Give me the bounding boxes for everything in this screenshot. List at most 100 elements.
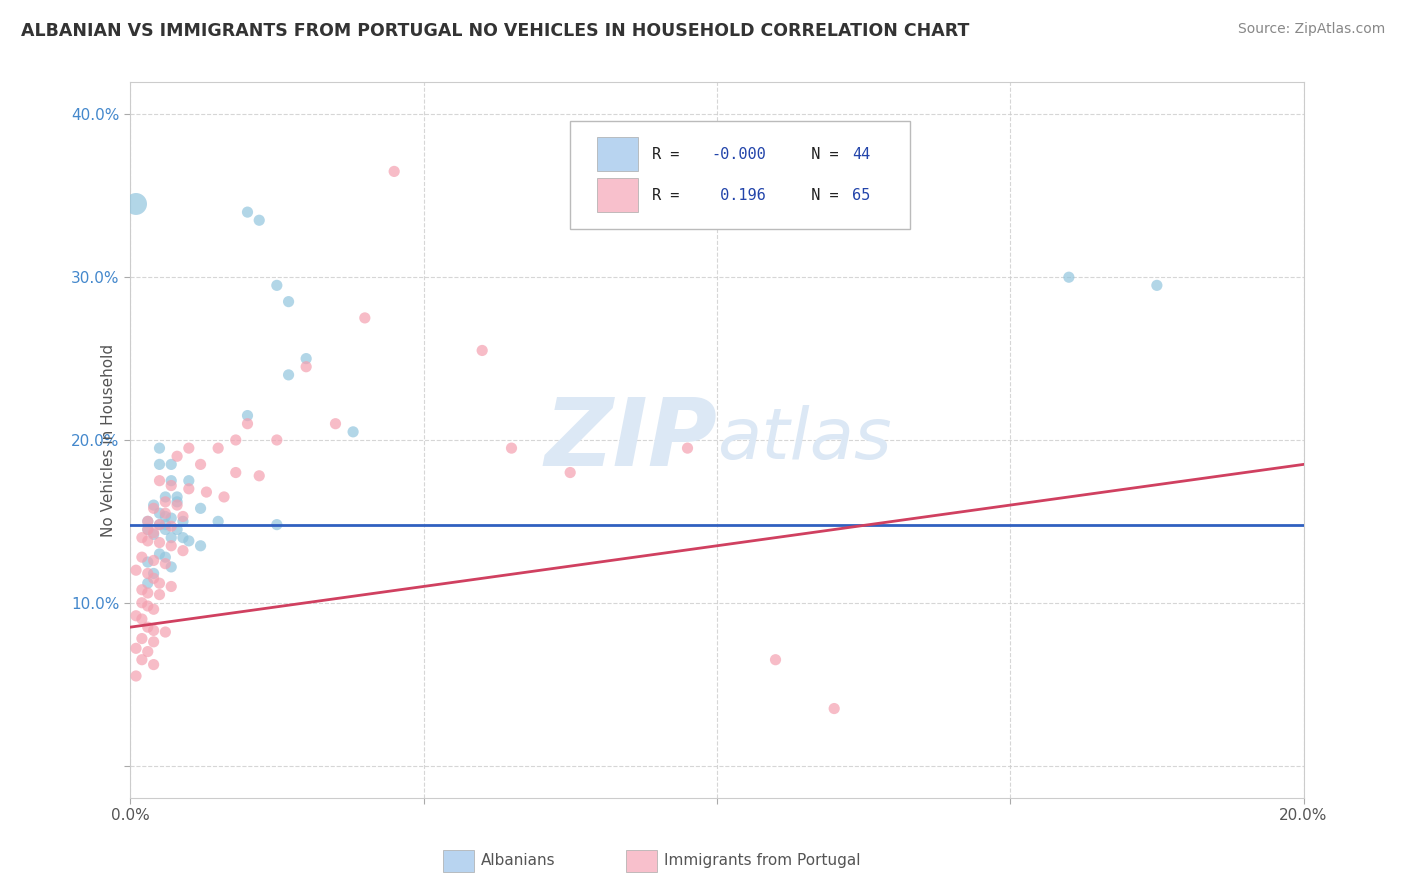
- Point: [382, 164, 405, 178]
- Point: [136, 576, 159, 591]
- Point: [155, 625, 177, 640]
- Point: [342, 425, 364, 439]
- Point: [160, 474, 183, 488]
- Point: [148, 588, 170, 602]
- Point: [207, 514, 229, 528]
- Point: [155, 495, 177, 509]
- Point: [160, 458, 183, 472]
- Point: [136, 533, 159, 548]
- Point: [148, 576, 170, 591]
- Point: [131, 653, 153, 667]
- Point: [142, 566, 165, 581]
- Text: Source: ZipAtlas.com: Source: ZipAtlas.com: [1237, 22, 1385, 37]
- Point: [125, 197, 148, 211]
- Point: [155, 490, 177, 504]
- Point: [560, 466, 582, 480]
- Point: [172, 509, 194, 524]
- Text: N =: N =: [793, 146, 848, 161]
- Point: [142, 498, 165, 512]
- Point: [177, 482, 200, 496]
- Point: [172, 514, 194, 528]
- Point: [160, 560, 183, 574]
- Point: [1146, 278, 1168, 293]
- Point: [142, 635, 165, 649]
- Point: [142, 657, 165, 672]
- Point: [177, 441, 200, 455]
- Text: N =: N =: [793, 187, 848, 202]
- Text: R =: R =: [652, 187, 689, 202]
- Point: [160, 531, 183, 545]
- Point: [266, 433, 288, 447]
- Point: [148, 458, 170, 472]
- Point: [142, 501, 165, 516]
- Point: [136, 555, 159, 569]
- Point: [131, 582, 153, 597]
- Text: ALBANIAN VS IMMIGRANTS FROM PORTUGAL NO VEHICLES IN HOUSEHOLD CORRELATION CHART: ALBANIAN VS IMMIGRANTS FROM PORTUGAL NO …: [21, 22, 970, 40]
- Point: [136, 523, 159, 537]
- Point: [247, 213, 270, 227]
- Text: ZIP: ZIP: [544, 394, 717, 486]
- Point: [295, 359, 318, 374]
- Point: [148, 517, 170, 532]
- Point: [1057, 270, 1080, 285]
- Point: [266, 278, 288, 293]
- FancyBboxPatch shape: [598, 137, 638, 171]
- Text: 44: 44: [852, 146, 870, 161]
- FancyBboxPatch shape: [571, 121, 911, 228]
- Point: [136, 514, 159, 528]
- Point: [125, 608, 148, 623]
- Point: [190, 458, 212, 472]
- Point: [155, 506, 177, 520]
- Point: [676, 441, 699, 455]
- Point: [190, 539, 212, 553]
- Point: [155, 517, 177, 532]
- Point: [136, 514, 159, 528]
- Point: [277, 368, 299, 382]
- Point: [142, 602, 165, 616]
- Text: atlas: atlas: [717, 406, 891, 475]
- Point: [155, 509, 177, 524]
- Point: [166, 498, 188, 512]
- Point: [148, 517, 170, 532]
- FancyBboxPatch shape: [598, 178, 638, 212]
- Point: [148, 474, 170, 488]
- Point: [136, 620, 159, 634]
- Point: [148, 535, 170, 549]
- Point: [142, 525, 165, 540]
- Point: [225, 466, 247, 480]
- Point: [247, 468, 270, 483]
- Point: [295, 351, 318, 366]
- Point: [177, 474, 200, 488]
- Point: [160, 478, 183, 492]
- Y-axis label: No Vehicles in Household: No Vehicles in Household: [101, 343, 117, 537]
- Point: [172, 543, 194, 558]
- Text: R =: R =: [652, 146, 689, 161]
- Point: [266, 517, 288, 532]
- Point: [236, 417, 259, 431]
- Point: [166, 450, 188, 464]
- Point: [136, 599, 159, 613]
- Point: [136, 523, 159, 537]
- Point: [172, 531, 194, 545]
- Text: 0.196: 0.196: [711, 187, 766, 202]
- Point: [471, 343, 494, 358]
- Point: [190, 501, 212, 516]
- Text: 65: 65: [852, 187, 870, 202]
- Point: [166, 490, 188, 504]
- Point: [353, 310, 375, 325]
- Point: [155, 550, 177, 565]
- Point: [160, 519, 183, 533]
- Text: Albanians: Albanians: [481, 854, 555, 868]
- Point: [148, 547, 170, 561]
- Point: [148, 506, 170, 520]
- Point: [325, 417, 347, 431]
- Point: [195, 485, 218, 500]
- Text: Immigrants from Portugal: Immigrants from Portugal: [664, 854, 860, 868]
- Point: [131, 612, 153, 626]
- Point: [160, 539, 183, 553]
- Point: [131, 632, 153, 646]
- Text: -0.000: -0.000: [711, 146, 766, 161]
- Point: [277, 294, 299, 309]
- Point: [148, 441, 170, 455]
- Point: [212, 490, 235, 504]
